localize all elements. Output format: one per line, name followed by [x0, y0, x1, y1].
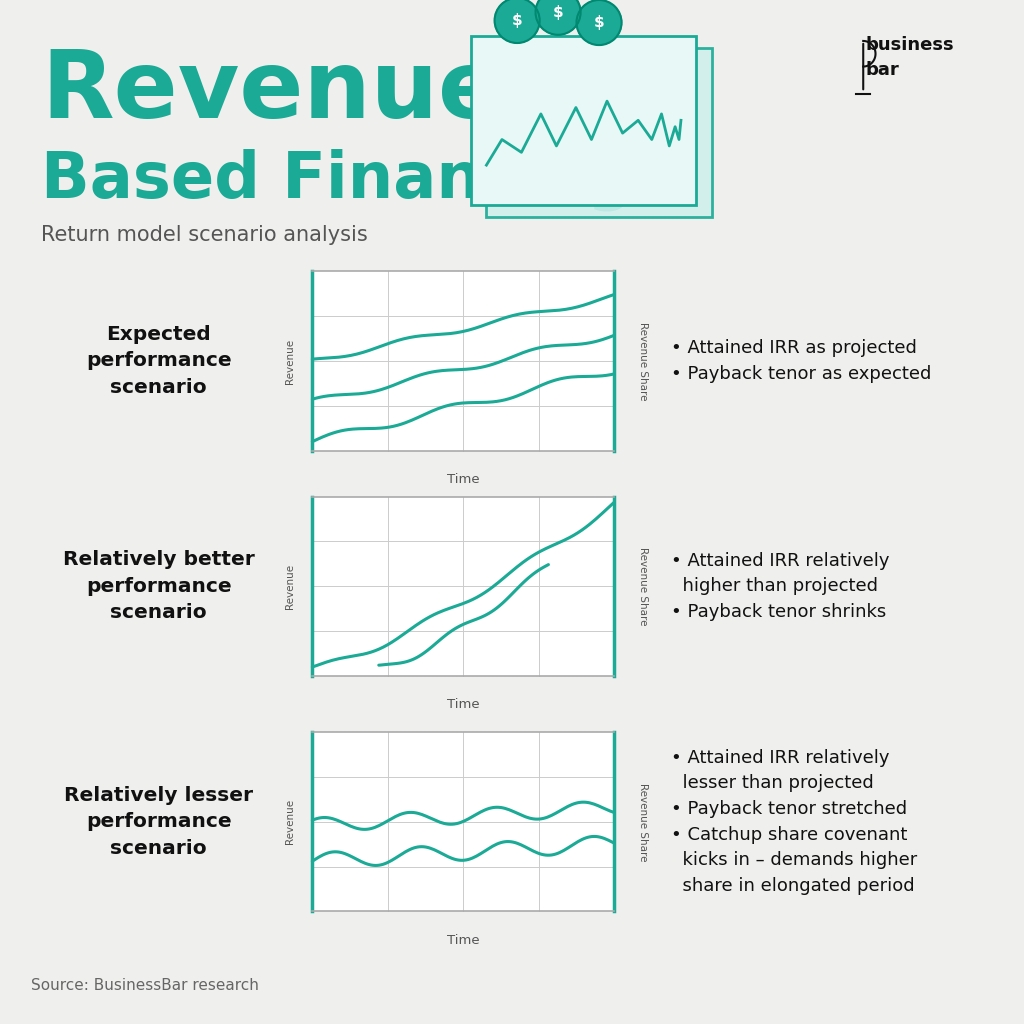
- Text: Time: Time: [447, 473, 479, 486]
- Bar: [312, 271, 614, 451]
- Text: Return model scenario analysis: Return model scenario analysis: [41, 225, 368, 246]
- Bar: [312, 497, 614, 676]
- Text: Time: Time: [447, 698, 479, 712]
- Text: Revenue: Revenue: [285, 563, 295, 609]
- Text: Revenue: Revenue: [285, 338, 295, 384]
- Text: • Attained IRR relatively
  lesser than projected
• Payback tenor stretched
• Ca: • Attained IRR relatively lesser than pr…: [671, 749, 916, 895]
- Bar: [471, 36, 696, 205]
- Text: $: $: [553, 5, 563, 19]
- Text: Time: Time: [447, 934, 479, 947]
- Circle shape: [536, 0, 581, 35]
- Text: Revenue: Revenue: [285, 799, 295, 845]
- Bar: [312, 732, 614, 911]
- Text: $: $: [512, 13, 522, 28]
- Text: Expected
performance
scenario: Expected performance scenario: [86, 325, 231, 397]
- Text: Revenue Share: Revenue Share: [638, 322, 648, 400]
- Text: Revenue Share: Revenue Share: [638, 547, 648, 626]
- Text: Based Financing: Based Financing: [41, 148, 633, 211]
- Circle shape: [495, 0, 540, 43]
- Text: bar: bar: [865, 61, 899, 80]
- Text: Revenue: Revenue: [41, 46, 502, 138]
- Text: • Attained IRR as projected
• Payback tenor as expected: • Attained IRR as projected • Payback te…: [671, 339, 931, 383]
- Text: • Attained IRR relatively
  higher than projected
• Payback tenor shrinks: • Attained IRR relatively higher than pr…: [671, 552, 889, 621]
- Text: business: business: [865, 36, 954, 54]
- Text: Relatively lesser
performance
scenario: Relatively lesser performance scenario: [65, 785, 253, 858]
- Text: Relatively better
performance
scenario: Relatively better performance scenario: [62, 550, 255, 623]
- Text: $: $: [594, 15, 604, 30]
- Bar: [486, 48, 712, 217]
- Text: Revenue Share: Revenue Share: [638, 782, 648, 861]
- Text: Source: BusinessBar research: Source: BusinessBar research: [31, 978, 259, 993]
- Circle shape: [577, 0, 622, 45]
